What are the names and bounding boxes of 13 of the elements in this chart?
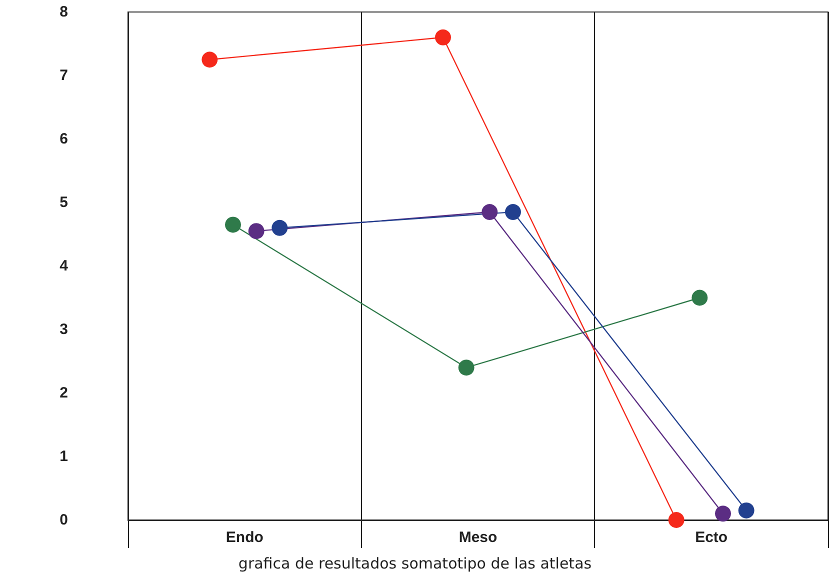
y-tick-label: 2	[60, 384, 68, 402]
x-tick-label: Ecto	[695, 529, 728, 546]
y-tick-label: 0	[60, 512, 68, 528]
y-tick-label: 8	[60, 4, 68, 20]
y-tick-label: 3	[60, 321, 68, 338]
y-tick-label: 4	[60, 258, 69, 274]
text: grafica de resultados somatotipo de las atletas	[238, 554, 592, 572]
x-tick-label: Endo	[226, 529, 264, 546]
x-tick-label: Meso	[458, 529, 498, 546]
y-tick-label: 6	[60, 130, 68, 148]
y-tick-label: 1	[60, 448, 68, 465]
y-tick-label: 5	[60, 194, 68, 211]
y-tick-label: 7	[60, 67, 68, 84]
